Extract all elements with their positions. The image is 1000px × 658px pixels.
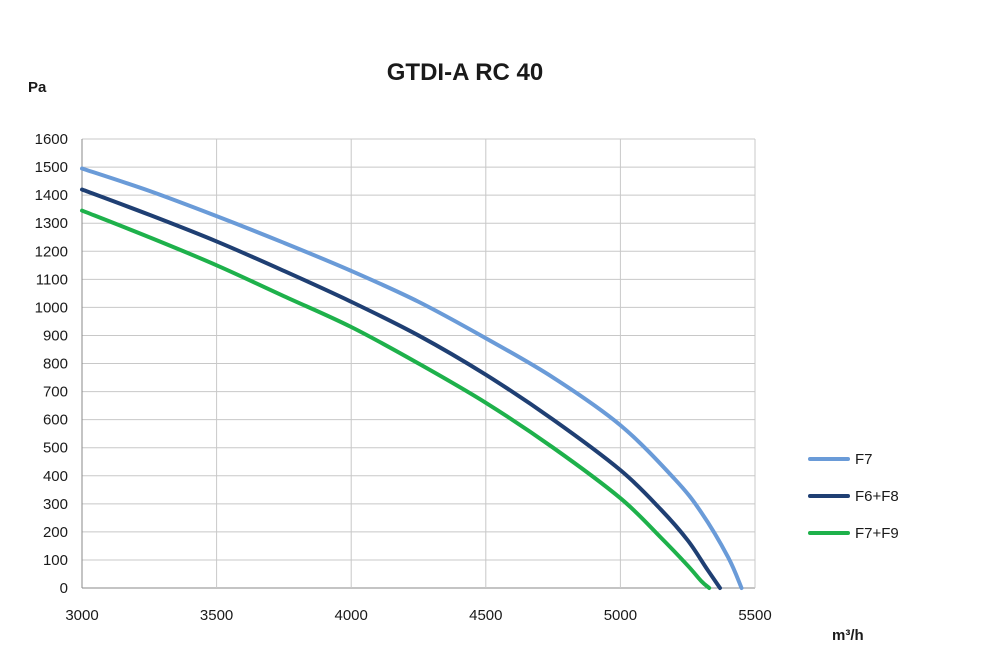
y-tick-label: 400: [43, 468, 68, 485]
x-tick-label: 4500: [469, 607, 502, 624]
x-tick-label: 5500: [738, 607, 771, 624]
x-axis-ticks: 3000 3500 4000 4500 5000 5500: [65, 607, 771, 624]
x-tick-label: 3500: [200, 607, 233, 624]
y-tick-label: 1600: [35, 131, 68, 148]
y-tick-label: 200: [43, 524, 68, 541]
x-axis-unit: m³/h: [832, 627, 864, 644]
x-tick-label: 3000: [65, 607, 98, 624]
series-line: [80, 208, 712, 590]
y-tick-label: 1500: [35, 159, 68, 176]
legend: F7 F6+F8 F7+F9: [808, 451, 899, 542]
y-tick-label: 900: [43, 327, 68, 344]
y-tick-label: 100: [43, 552, 68, 569]
y-tick-label: 1400: [35, 187, 68, 204]
y-tick-label: 1300: [35, 215, 68, 232]
y-tick-label: 1100: [36, 271, 68, 288]
series-lines: [80, 166, 744, 590]
y-axis-unit: Pa: [28, 79, 47, 96]
grid-lines: [81, 138, 756, 589]
x-tick-label: 4000: [335, 607, 368, 624]
y-tick-label: 0: [60, 580, 68, 597]
chart-title: GTDI-A RC 40: [387, 59, 543, 86]
y-tick-label: 800: [43, 356, 68, 373]
series-line: [80, 187, 722, 590]
y-tick-label: 700: [43, 384, 68, 401]
legend-label: F6+F8: [855, 488, 899, 505]
x-tick-label: 5000: [604, 607, 637, 624]
y-tick-label: 1000: [35, 299, 68, 316]
y-axis-ticks: 0 100 200 300 400 500 600 700 800 900 1000 1100 1200…: [35, 131, 68, 597]
y-tick-label: 1200: [35, 243, 68, 260]
series-line: [80, 166, 744, 590]
y-tick-label: 600: [43, 412, 68, 429]
y-tick-label: 500: [43, 440, 68, 457]
y-tick-label: 300: [43, 496, 68, 513]
legend-label: F7+F9: [855, 525, 899, 542]
legend-label: F7: [855, 451, 873, 468]
